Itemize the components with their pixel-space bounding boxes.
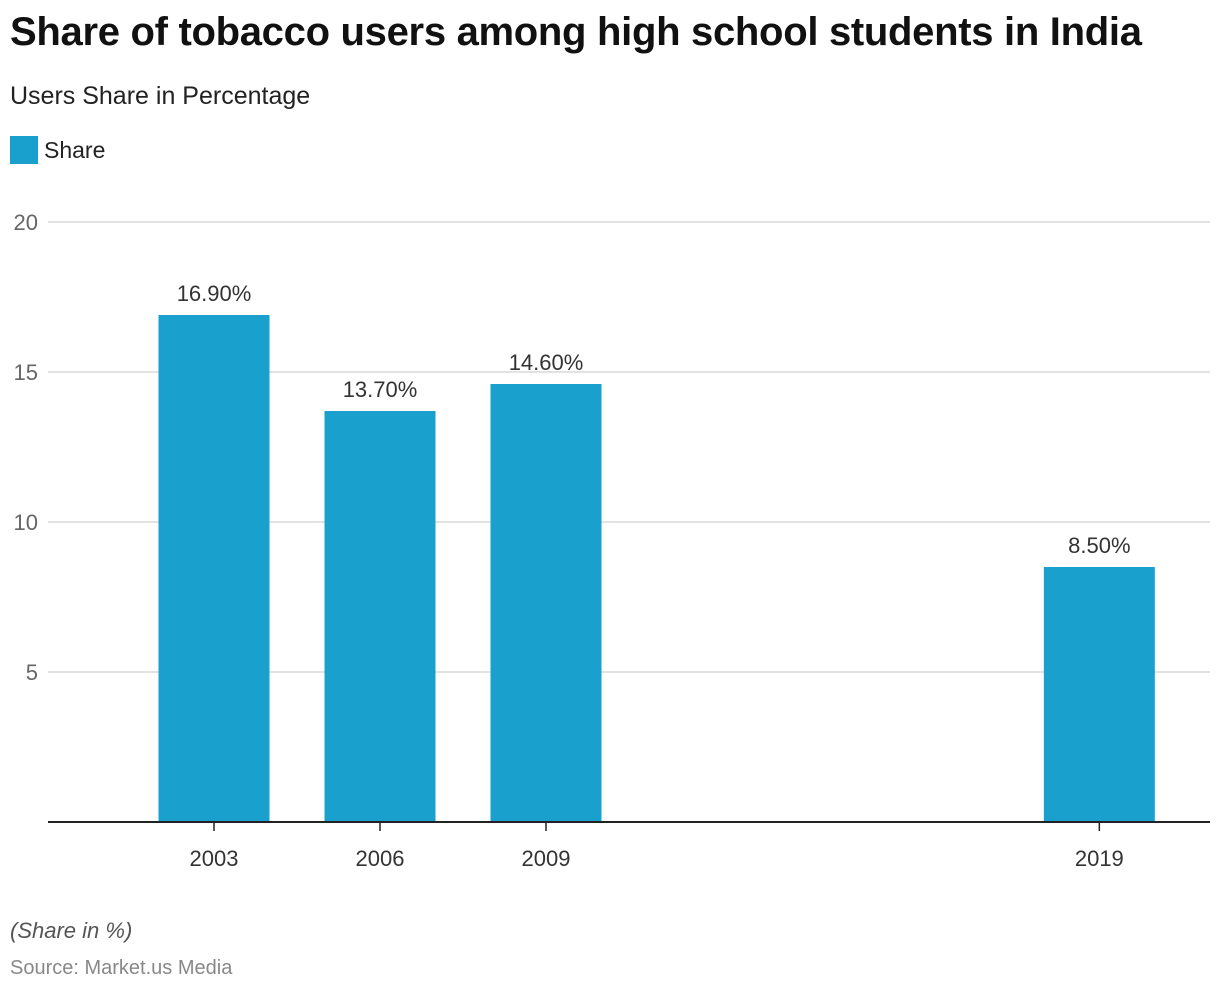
legend: Share — [10, 136, 105, 164]
x-tick-label: 2009 — [522, 846, 571, 871]
x-tick-label: 2006 — [356, 846, 405, 871]
data-labels: 16.90% 13.70% 14.60% 8.50% — [177, 281, 1131, 558]
unit-note: (Share in %) — [10, 918, 133, 943]
chart-subtitle: Users Share in Percentage — [10, 82, 311, 110]
legend-label: Share — [44, 136, 106, 163]
bar — [490, 384, 602, 822]
bar — [158, 315, 270, 822]
data-label: 14.60% — [509, 350, 584, 375]
legend-swatch — [10, 136, 38, 164]
data-label: 8.50% — [1068, 533, 1130, 558]
data-label: 13.70% — [343, 377, 418, 402]
chart-title: Share of tobacco users among high school… — [10, 10, 1142, 54]
y-tick-label: 5 — [26, 660, 38, 685]
y-tick-label: 20 — [14, 210, 38, 235]
y-tick-label: 15 — [14, 360, 38, 385]
x-tick-label: 2003 — [190, 846, 239, 871]
bar — [324, 411, 436, 822]
axes: 5 10 15 20 2003 2006 2009 2019 — [14, 210, 1210, 871]
bars — [158, 315, 1155, 822]
source-note: Source: Market.us Media — [10, 957, 233, 979]
x-tick-label: 2019 — [1075, 846, 1124, 871]
data-label: 16.90% — [177, 281, 252, 306]
y-tick-label: 10 — [14, 510, 38, 535]
bar — [1043, 567, 1155, 822]
